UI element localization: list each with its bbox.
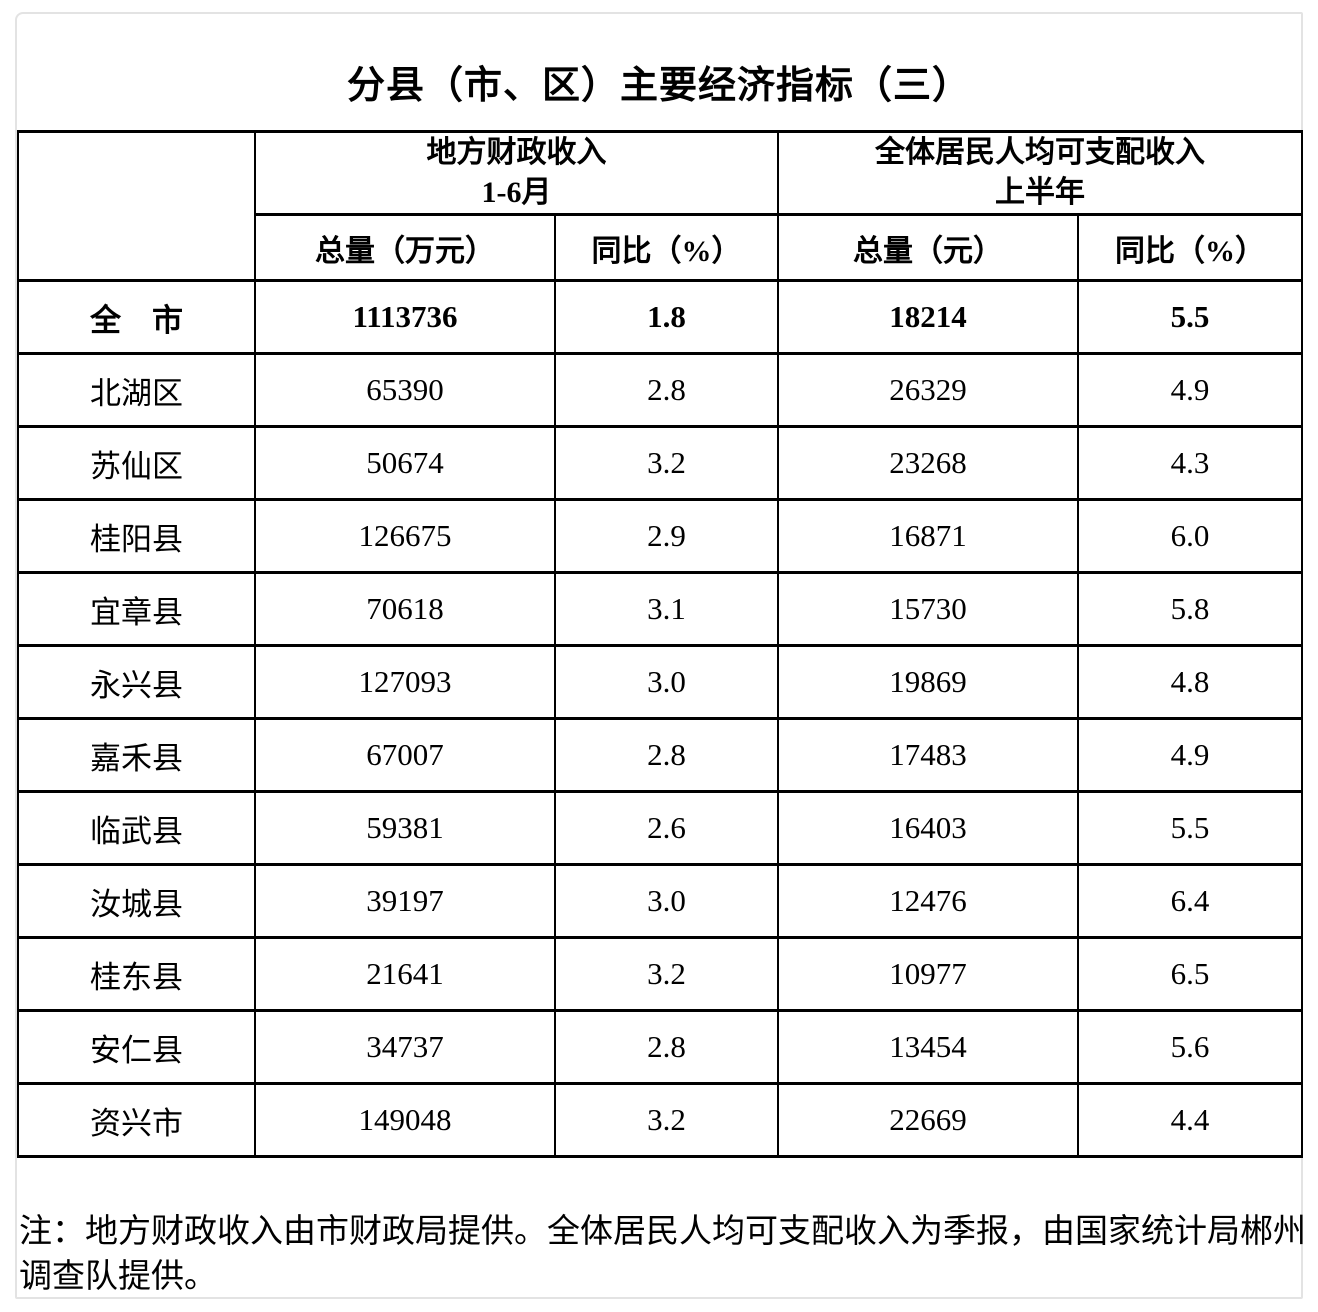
table-row: 宜章县 70618 3.1 15730 5.8: [17, 571, 1303, 647]
cell-value: 3.1: [554, 571, 779, 647]
cell-value: 10977: [777, 936, 1079, 1012]
cell-value: 26329: [777, 352, 1079, 428]
cell-value: 126675: [254, 498, 556, 574]
cell-value: 5.5: [1077, 790, 1303, 866]
footnote-line-1: 注：地方财政收入由市财政局提供。全体居民人均可支配收入为季报，由国家统计局郴州: [19, 1214, 1306, 1250]
cell-value: 3.2: [554, 1082, 779, 1158]
cell-value: 59381: [254, 790, 556, 866]
cell-value: 4.9: [1077, 352, 1303, 428]
cell-value: 3.0: [554, 644, 779, 720]
group-header-disposable-income: 全体居民人均可支配收入 上半年: [777, 130, 1303, 216]
footnote-line-2: 调查队提供。: [19, 1259, 217, 1295]
subheader-fiscal-total: 总量（万元）: [254, 213, 556, 282]
cell-value: 22669: [777, 1082, 1079, 1158]
cell-value: 6.5: [1077, 936, 1303, 1012]
row-label: 宜章县: [17, 571, 256, 647]
subheader-income-yoy: 同比（%）: [1077, 213, 1303, 282]
table-row: 临武县 59381 2.6 16403 5.5: [17, 790, 1303, 866]
cell-value: 3.2: [554, 425, 779, 501]
row-label: 永兴县: [17, 644, 256, 720]
cell-value: 5.6: [1077, 1009, 1303, 1085]
cell-value: 127093: [254, 644, 556, 720]
cell-value: 2.8: [554, 352, 779, 428]
table-row: 北湖区 65390 2.8 26329 4.9: [17, 352, 1303, 428]
group-header-disposable-income-period: 上半年: [995, 176, 1085, 209]
corner-cell: [17, 130, 256, 282]
group-header-fiscal-revenue-title: 地方财政收入: [426, 136, 607, 169]
sub-header-row: 总量（万元） 同比（%） 总量（元） 同比（%）: [18, 213, 1303, 282]
cell-value: 19869: [777, 644, 1079, 720]
group-header-disposable-income-title: 全体居民人均可支配收入: [875, 136, 1205, 169]
cell-value: 21641: [254, 936, 556, 1012]
table-row: 桂阳县 126675 2.9 16871 6.0: [17, 498, 1303, 574]
document-sheet: 分县（市、区）主要经济指标（三） 地方财政收入 1-6月 全体居民人均可支配收入…: [15, 12, 1306, 1300]
row-label: 苏仙区: [17, 425, 256, 501]
cell-value: 50674: [254, 425, 556, 501]
cell-value: 3.0: [554, 863, 779, 939]
table-row: 桂东县 21641 3.2 10977 6.5: [17, 936, 1303, 1012]
cell-value: 67007: [254, 717, 556, 793]
cell-value: 2.8: [554, 1009, 779, 1085]
row-label: 安仁县: [17, 1009, 256, 1085]
row-label: 桂阳县: [17, 498, 256, 574]
cell-value: 2.8: [554, 717, 779, 793]
row-label: 全 市: [17, 279, 256, 355]
row-label: 桂东县: [17, 936, 256, 1012]
table-row-citywide: 全 市 1113736 1.8 18214 5.5: [17, 279, 1303, 355]
table-row: 汝城县 39197 3.0 12476 6.4: [17, 863, 1303, 939]
cell-value: 70618: [254, 571, 556, 647]
subheader-income-total: 总量（元）: [777, 213, 1079, 282]
table-row: 资兴市 149048 3.2 22669 4.4: [17, 1082, 1303, 1158]
cell-value: 5.8: [1077, 571, 1303, 647]
table-row: 嘉禾县 67007 2.8 17483 4.9: [17, 717, 1303, 793]
table-row: 安仁县 34737 2.8 13454 5.6: [17, 1009, 1303, 1085]
table-row: 苏仙区 50674 3.2 23268 4.3: [17, 425, 1303, 501]
cell-value: 12476: [777, 863, 1079, 939]
cell-value: 4.8: [1077, 644, 1303, 720]
cell-value: 18214: [777, 279, 1079, 355]
cell-value: 65390: [254, 352, 556, 428]
cell-value: 1.8: [554, 279, 779, 355]
cell-value: 6.0: [1077, 498, 1303, 574]
cell-value: 4.9: [1077, 717, 1303, 793]
cell-value: 34737: [254, 1009, 556, 1085]
cell-value: 5.5: [1077, 279, 1303, 355]
row-label: 临武县: [17, 790, 256, 866]
cell-value: 4.3: [1077, 425, 1303, 501]
group-header-row: 地方财政收入 1-6月 全体居民人均可支配收入 上半年: [17, 130, 1303, 282]
cell-value: 2.9: [554, 498, 779, 574]
cell-value: 15730: [777, 571, 1079, 647]
cell-value: 6.4: [1077, 863, 1303, 939]
page-title: 分县（市、区）主要经济指标（三）: [346, 65, 971, 107]
cell-value: 1113736: [254, 279, 556, 355]
economic-indicators-table: 地方财政收入 1-6月 全体居民人均可支配收入 上半年 总量（万元） 同比（%）…: [17, 130, 1303, 1158]
subheader-fiscal-yoy: 同比（%）: [554, 213, 779, 282]
cell-value: 2.6: [554, 790, 779, 866]
cell-value: 4.4: [1077, 1082, 1303, 1158]
cell-value: 16403: [777, 790, 1079, 866]
row-label: 资兴市: [17, 1082, 256, 1158]
group-header-fiscal-revenue-period: 1-6月: [481, 176, 552, 209]
cell-value: 13454: [777, 1009, 1079, 1085]
row-label: 北湖区: [17, 352, 256, 428]
group-header-fiscal-revenue: 地方财政收入 1-6月: [254, 130, 779, 216]
cell-value: 3.2: [554, 936, 779, 1012]
cell-value: 16871: [777, 498, 1079, 574]
table-row: 永兴县 127093 3.0 19869 4.8: [17, 644, 1303, 720]
cell-value: 39197: [254, 863, 556, 939]
row-label: 嘉禾县: [17, 717, 256, 793]
cell-value: 17483: [777, 717, 1079, 793]
cell-value: 23268: [777, 425, 1079, 501]
cell-value: 149048: [254, 1082, 556, 1158]
row-label: 汝城县: [17, 863, 256, 939]
footnote: 注：地方财政收入由市财政局提供。全体居民人均可支配收入为季报，由国家统计局郴州 …: [19, 1210, 1306, 1300]
